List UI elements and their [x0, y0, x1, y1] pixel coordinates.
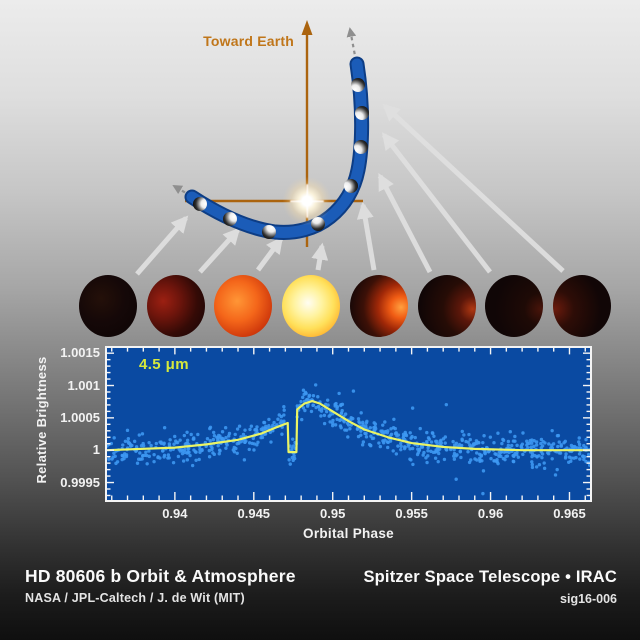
- phase-sphere-4-peak-bright: [282, 275, 340, 337]
- orbit-planet-7: [223, 212, 237, 226]
- phase-sphere-3-hot-orange: [214, 275, 272, 337]
- figure-id: sig16-006: [560, 592, 617, 606]
- orbit-planet-1: [351, 78, 365, 92]
- direction-arrow-1: [135, 215, 189, 276]
- direction-arrow-7: [381, 132, 492, 274]
- x-tick-label-0.94: 0.94: [162, 506, 188, 521]
- y-tick-label-1.001: 1.001: [67, 377, 100, 393]
- y-tick-label-0.9995: 0.9995: [60, 474, 100, 490]
- orbit-exit-dashed-arrow: [346, 27, 358, 62]
- phase-sphere-5-cooling-half-lit: [350, 275, 408, 337]
- orbit-planet-6: [262, 225, 276, 239]
- figure-title: HD 80606 b Orbit & Atmosphere: [25, 566, 296, 586]
- x-tick-label-0.95: 0.95: [320, 506, 346, 521]
- y-tick-label-1.0005: 1.0005: [60, 409, 100, 425]
- y-tick-label-1.0015: 1.0015: [60, 345, 100, 361]
- phase-sphere-2-warming-red: [147, 275, 205, 337]
- lightcurve-canvas: [107, 348, 590, 500]
- direction-arrow-3: [255, 236, 284, 272]
- figure-credit: NASA / JPL-Caltech / J. de Wit (MIT): [25, 591, 245, 605]
- orbit-planet-4: [344, 179, 358, 193]
- phase-sphere-8-faint-glow-left: [553, 275, 611, 337]
- y-tick-label-1: 1: [92, 442, 100, 458]
- x-tick-label-0.945: 0.945: [237, 506, 271, 521]
- phase-sphere-7-near-dark: [485, 275, 543, 337]
- direction-arrows: [135, 103, 565, 276]
- orbit-path: [186, 58, 368, 238]
- direction-arrow-8: [382, 103, 565, 273]
- x-tick-label-0.955: 0.955: [395, 506, 428, 521]
- mission-label: Spitzer Space Telescope • IRAC: [363, 568, 617, 586]
- direction-arrow-2: [198, 227, 241, 274]
- toward-earth-arrowhead-icon: [301, 20, 313, 35]
- direction-arrow-6: [377, 172, 433, 274]
- toward-earth-label: Toward Earth: [203, 33, 294, 49]
- direction-arrow-5: [356, 201, 377, 271]
- phase-sphere-1-cold-dark: [79, 275, 137, 337]
- orbit-planet-3: [354, 140, 368, 154]
- x-axis-title: Orbital Phase: [303, 526, 394, 541]
- wavelength-label: 4.5 μm: [139, 356, 189, 373]
- orbit-planet-8: [193, 197, 207, 211]
- x-tick-label-0.96: 0.96: [477, 506, 504, 521]
- direction-arrow-4: [311, 242, 329, 271]
- phase-sphere-6-faint-glow-right: [418, 275, 476, 337]
- y-axis-title: Relative Brightness: [34, 356, 49, 484]
- orbit-planet-2: [355, 106, 369, 120]
- lightcurve-chart: [105, 346, 592, 502]
- x-tick-label-0.965: 0.965: [553, 506, 586, 521]
- orbit-planet-5: [311, 217, 325, 231]
